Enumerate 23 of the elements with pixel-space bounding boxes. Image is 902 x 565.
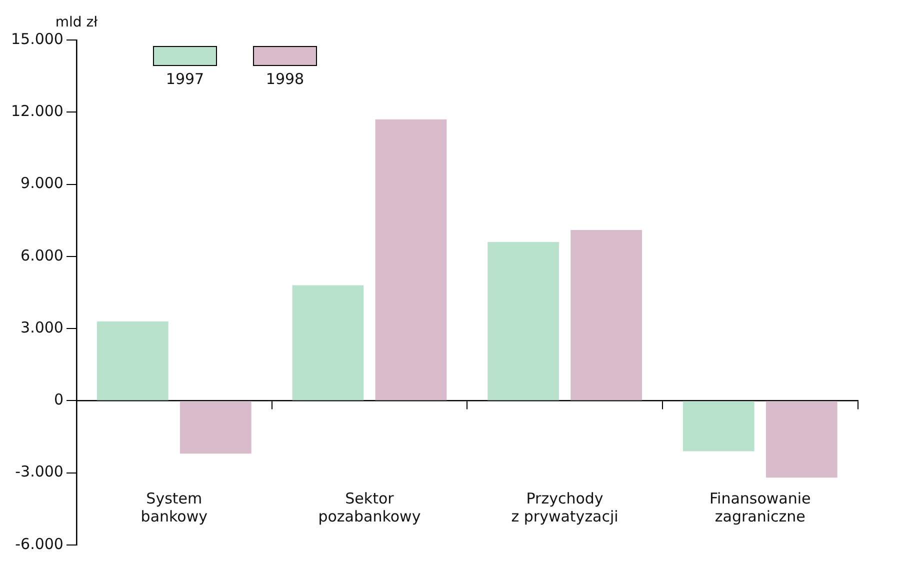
bar — [570, 230, 642, 400]
bar — [488, 242, 559, 400]
y-tick-label: 15.000 — [10, 30, 64, 48]
bar — [96, 321, 168, 400]
bar — [292, 285, 364, 400]
bar — [180, 401, 252, 454]
legend-label: 1998 — [266, 70, 304, 88]
y-tick-label: 0 — [54, 390, 64, 409]
x-tick-label: Sektor pozabankowy — [318, 490, 421, 526]
y-tick-label: 9.000 — [20, 174, 64, 192]
x-tick-label: Przychody z prywatyzacji — [511, 490, 618, 526]
x-tick-label: System bankowy — [140, 490, 208, 526]
legend-label: 1997 — [166, 70, 204, 88]
y-tick-label: 6.000 — [20, 246, 64, 264]
bar — [682, 401, 754, 452]
bar — [766, 401, 838, 478]
bar — [375, 119, 447, 400]
y-tick-label: 3.000 — [20, 318, 64, 336]
y-tick-label: -6.000 — [15, 534, 64, 553]
y-tick-label: 12.000 — [10, 102, 64, 120]
x-tick-label: Finansowanie zagraniczne — [709, 490, 811, 526]
y-tick-label: -3.000 — [15, 462, 64, 481]
y-axis-title: mld zł — [55, 14, 98, 31]
